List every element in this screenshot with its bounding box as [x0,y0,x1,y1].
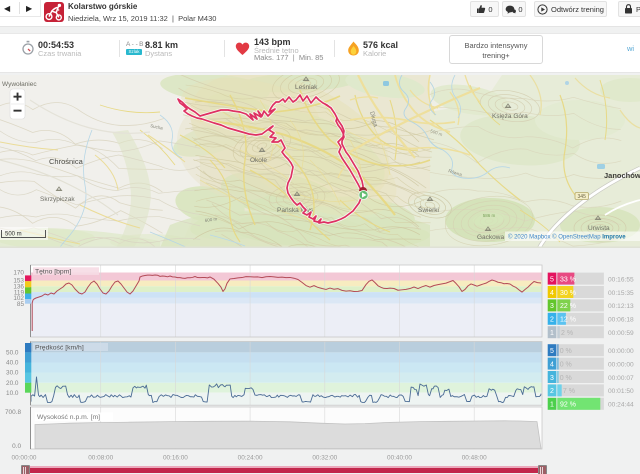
svg-text:12 %: 12 % [560,317,576,324]
svg-text:00:00:00: 00:00:00 [608,348,634,355]
svg-text:85: 85 [17,301,25,308]
svg-text:Księża Góra: Księża Góra [492,113,528,120]
svg-text:Skrzypiczak: Skrzypiczak [40,196,75,203]
svg-text:00:16:55: 00:16:55 [608,276,634,283]
svg-text:40.0: 40.0 [6,360,19,367]
svg-text:Urwista: Urwista [588,225,610,232]
svg-text:700.8: 700.8 [5,409,21,416]
svg-text:136: 136 [13,284,24,291]
svg-text:4: 4 [550,361,554,368]
svg-text:Prędkość [km/h]: Prędkość [km/h] [35,345,84,352]
svg-text:92 %: 92 % [560,402,576,409]
svg-text:Długa: Długa [368,111,378,128]
svg-text:7 %: 7 % [563,388,575,395]
svg-text:00:40:00: 00:40:00 [387,455,412,462]
svg-text:Tętno [bpm]: Tętno [bpm] [35,269,71,276]
svg-text:00:24:44: 00:24:44 [608,402,634,409]
svg-text:170: 170 [13,270,24,277]
svg-text:Sucha: Sucha [150,123,164,131]
svg-text:Świerki: Świerki [418,205,439,214]
svg-text:30.0: 30.0 [6,370,19,377]
svg-text:00:01:50: 00:01:50 [608,388,634,395]
svg-text:20.0: 20.0 [6,380,19,387]
svg-text:5: 5 [550,348,554,355]
svg-text:153: 153 [13,278,24,285]
svg-text:Okole: Okole [250,157,267,164]
svg-text:00:24:00: 00:24:00 [238,455,263,462]
svg-text:00:08:00: 00:08:00 [88,455,113,462]
svg-text:5: 5 [550,276,554,283]
svg-text:1: 1 [550,402,554,409]
svg-text:3: 3 [550,303,554,310]
svg-text:00:32:00: 00:32:00 [312,455,337,462]
svg-text:© 2020 Mapbox © OpenStreetMap: © 2020 Mapbox © OpenStreetMap Improve [508,234,626,241]
svg-text:586 m: 586 m [483,213,496,218]
svg-text:345: 345 [578,194,587,200]
svg-text:22 %: 22 % [560,303,576,310]
svg-text:00:48:00: 00:48:00 [462,455,487,462]
svg-text:Pańska Wys: Pańska Wys [277,207,314,214]
svg-text:50.0: 50.0 [6,350,19,357]
svg-text:10.0: 10.0 [6,390,19,397]
svg-text:0.0: 0.0 [12,443,21,450]
svg-text:Leśniak: Leśniak [295,84,318,91]
svg-text:500 m: 500 m [5,232,22,238]
svg-text:2: 2 [550,317,554,324]
svg-text:4: 4 [550,290,554,297]
svg-text:Janochów: Janochów [604,171,640,180]
svg-text:0 %: 0 % [560,348,572,355]
svg-text:0 %: 0 % [560,361,572,368]
svg-text:Wysokość n.p.m. [m]: Wysokość n.p.m. [m] [37,414,100,421]
svg-text:119: 119 [14,289,25,296]
svg-text:102: 102 [13,295,24,302]
svg-text:00:15:35: 00:15:35 [608,290,634,297]
svg-text:30 %: 30 % [560,290,576,297]
svg-text:00:00:00: 00:00:00 [12,455,37,462]
svg-text:00:00:00: 00:00:00 [608,361,634,368]
svg-text:00:00:59: 00:00:59 [608,330,634,337]
svg-text:00:16:00: 00:16:00 [163,455,188,462]
svg-text:00:12:13: 00:12:13 [608,303,634,310]
svg-text:1: 1 [550,330,554,337]
svg-text:3: 3 [550,375,554,382]
svg-text:600 m: 600 m [204,216,217,223]
svg-text:00:00:07: 00:00:07 [608,375,634,382]
svg-text:Gackowa: Gackowa [477,234,504,241]
svg-text:2: 2 [550,388,554,395]
svg-text:2 %: 2 % [561,330,573,337]
svg-text:Chrośnica: Chrośnica [49,157,84,166]
svg-text:Równa: Równa [448,168,463,177]
svg-text:Wywołaniec: Wywołaniec [2,81,37,88]
svg-text:500 m: 500 m [430,128,444,137]
svg-text:00:06:18: 00:06:18 [608,317,634,324]
svg-text:0 %: 0 % [560,375,572,382]
svg-text:33 %: 33 % [560,276,576,283]
